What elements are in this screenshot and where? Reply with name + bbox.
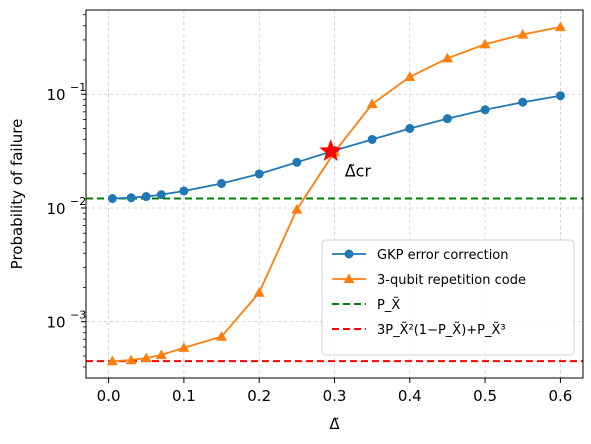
data-point [404, 71, 416, 82]
data-point [517, 28, 529, 39]
data-point [291, 203, 303, 214]
data-point [442, 114, 452, 124]
x-tick-label: 0.5 [473, 387, 497, 405]
legend: GKP error correction 3-qubit repetition c… [321, 239, 575, 356]
y-tick-exponent: −3 [70, 309, 86, 322]
data-point [555, 91, 565, 101]
critical-point-star [319, 139, 343, 161]
data-point [179, 186, 189, 196]
data-point [107, 194, 117, 204]
data-point [156, 190, 166, 200]
data-point [155, 349, 167, 360]
y-tick-exponent: −1 [70, 81, 86, 94]
data-point [480, 105, 490, 115]
legend-label: 3P_X̃²(1−P_X̃)+P_X̃³ [377, 323, 506, 338]
data-point [254, 169, 264, 179]
y-tick-label: 10 [46, 86, 65, 104]
x-tick-label: 0.4 [398, 387, 422, 405]
data-point [125, 354, 137, 365]
data-point [253, 287, 265, 297]
data-point [479, 38, 491, 49]
data-point [178, 342, 190, 352]
legend-label: P_X̃ [377, 298, 400, 313]
annotations: Δ̃cr [319, 139, 371, 180]
legend-marker [343, 273, 355, 283]
data-point [292, 157, 302, 167]
legend-box [321, 239, 575, 356]
axis-ticks: 0.0 0.1 0.2 0.3 0.4 0.5 0.6 10 −3 10 −2 10 −1 [46, 14, 572, 405]
data-point [140, 352, 152, 363]
data-point [141, 192, 151, 202]
legend-marker [344, 249, 354, 259]
data-point [216, 331, 228, 341]
data-point [367, 134, 377, 144]
x-tick-label: 0.0 [97, 387, 121, 405]
y-tick-label: 10 [46, 200, 65, 218]
data-point [217, 179, 227, 189]
y-axis-label: Probability of failure [8, 119, 26, 270]
legend-label: 3-qubit repetition code [377, 273, 526, 288]
critical-point-label: Δ̃cr [345, 161, 372, 180]
y-tick-exponent: −2 [70, 195, 86, 208]
legend-label: GKP error correction [377, 248, 509, 263]
x-tick-label: 0.3 [323, 387, 347, 405]
data-point [366, 98, 378, 109]
data-point [441, 52, 453, 63]
reference-lines [86, 197, 583, 363]
data-point [554, 21, 566, 32]
data-point [106, 355, 118, 366]
data-point [405, 123, 415, 133]
x-tick-label: 0.2 [247, 387, 271, 405]
data-point [126, 193, 136, 203]
x-tick-label: 0.6 [548, 387, 572, 405]
data-point [518, 97, 528, 107]
x-tick-label: 0.1 [172, 387, 196, 405]
x-axis-label: Δ̃ [329, 415, 340, 433]
y-tick-label: 10 [46, 314, 65, 332]
